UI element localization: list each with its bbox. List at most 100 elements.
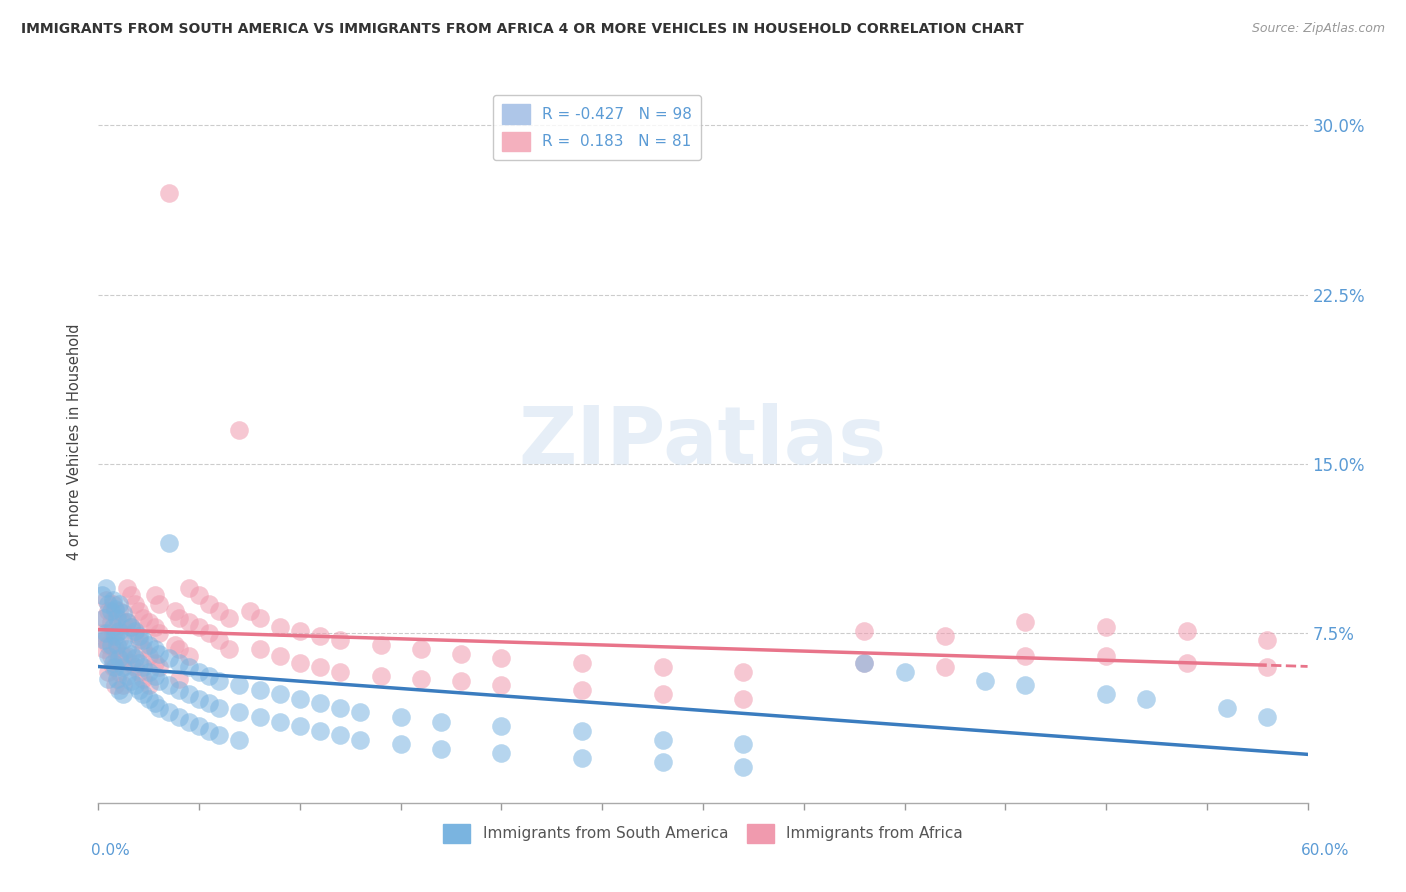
Point [128,682,150,697]
Point [105,610,128,624]
Point [329,665,352,679]
Point [138,692,160,706]
Point [1014,615,1036,630]
Point [1256,710,1278,724]
Point [107,597,129,611]
Point [893,665,915,679]
Point [91,588,114,602]
Point [132,687,155,701]
Point [288,624,311,639]
Point [167,710,190,724]
Point [93,633,115,648]
Point [107,624,129,639]
Point [163,638,186,652]
Point [100,648,122,663]
Point [651,732,673,747]
Point [143,669,166,683]
Point [124,597,146,611]
Point [491,719,513,733]
Point [571,682,593,697]
Point [124,660,146,674]
Point [107,633,129,648]
Text: Source: ZipAtlas.com: Source: ZipAtlas.com [1251,22,1385,36]
Point [249,610,271,624]
Point [124,678,146,692]
Point [157,678,180,692]
Point [105,638,128,652]
Point [309,660,332,674]
Point [115,615,138,630]
Point [148,673,170,688]
Point [128,656,150,670]
Point [128,633,150,648]
Point [733,665,755,679]
Point [288,692,311,706]
Point [163,604,186,618]
Point [132,642,155,657]
Point [93,642,115,657]
Point [157,536,180,550]
Point [188,719,211,733]
Point [179,582,201,596]
Point [111,633,134,648]
Point [228,706,250,720]
Point [120,673,142,688]
Point [143,588,166,602]
Point [107,682,129,697]
Point [103,678,125,692]
Point [491,678,513,692]
Point [188,665,211,679]
Point [1216,701,1239,715]
Point [974,673,997,688]
Point [96,582,118,596]
Point [571,656,593,670]
Point [93,610,115,624]
Text: ZIPatlas: ZIPatlas [519,402,887,481]
Point [120,620,142,634]
Point [105,648,128,663]
Point [1095,648,1118,663]
Point [1095,687,1118,701]
Point [101,620,124,634]
Point [198,697,221,711]
Point [329,701,352,715]
Point [249,682,271,697]
Point [107,665,129,679]
Point [269,687,291,701]
Point [111,606,134,620]
Point [228,732,250,747]
Point [1256,660,1278,674]
Point [101,626,124,640]
Point [450,647,472,661]
Point [1135,692,1157,706]
Point [97,638,120,652]
Point [101,592,124,607]
Point [249,710,271,724]
Point [103,642,125,657]
Point [111,678,134,692]
Point [430,741,453,756]
Point [107,651,129,665]
Point [148,647,170,661]
Point [269,714,291,729]
Point [120,588,142,602]
Point [651,755,673,769]
Point [208,604,231,618]
Point [148,597,170,611]
Point [198,626,221,640]
Point [853,656,876,670]
Point [179,714,201,729]
Point [128,604,150,618]
Point [115,642,138,657]
Point [571,750,593,764]
Point [370,669,392,683]
Point [934,629,956,643]
Point [733,737,755,751]
Point [115,582,138,596]
Point [148,626,170,640]
Point [96,592,118,607]
Point [309,723,332,738]
Point [124,626,146,640]
Point [132,660,155,674]
Text: 60.0%: 60.0% [1302,843,1350,858]
